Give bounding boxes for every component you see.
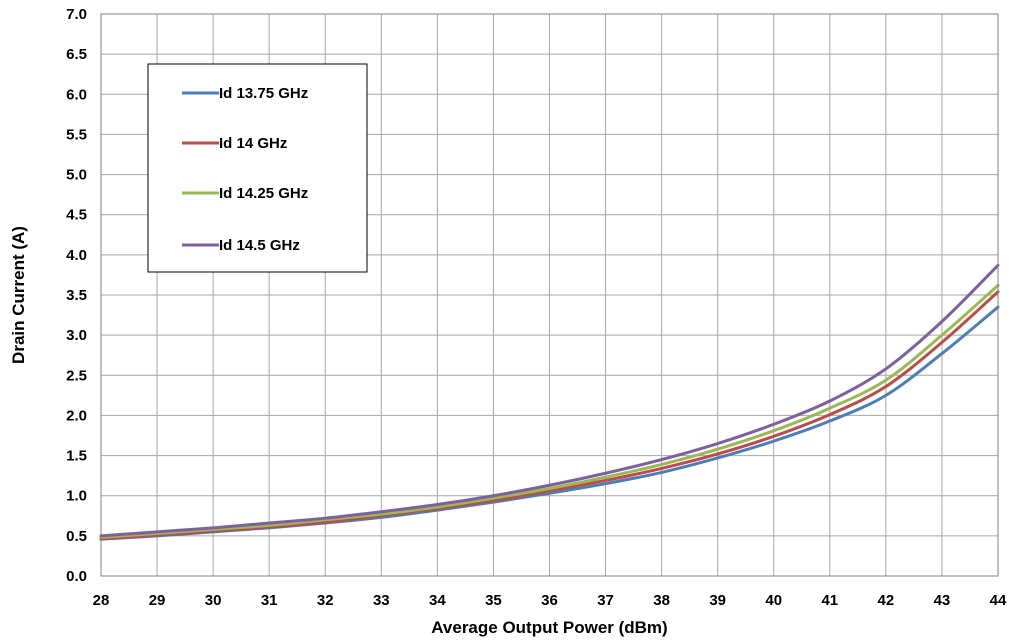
x-tick-label: 44 xyxy=(990,592,1007,609)
x-axis-title: Average Output Power (dBm) xyxy=(431,618,667,637)
plot-area-frame xyxy=(100,13,999,577)
x-tick-label: 35 xyxy=(485,592,502,609)
y-tick-label: 5.5 xyxy=(66,126,87,143)
legend-item: Id 14 GHz xyxy=(182,135,287,152)
legend-label: Id 14.25 GHz xyxy=(219,185,308,202)
x-tick-label: 43 xyxy=(934,592,951,609)
y-tick-label: 4.0 xyxy=(66,247,87,264)
x-tick-label: 40 xyxy=(765,592,782,609)
legend-item: Id 14.25 GHz xyxy=(182,185,308,202)
y-tick-label: 0.5 xyxy=(66,528,87,545)
y-axis-title: Drain Current (A) xyxy=(9,226,28,364)
x-tick-label: 34 xyxy=(429,592,446,609)
x-tick-label: 32 xyxy=(317,592,334,609)
y-tick-label: 1.0 xyxy=(66,488,87,505)
legend: Id 13.75 GHz Id 14 GHz Id 14.25 GHz Id 14.5… xyxy=(147,63,368,273)
y-tick-label: 3.0 xyxy=(66,327,87,344)
series-line-2 xyxy=(99,290,1000,541)
x-axis-ticks: 28 29 30 31 32 33 34 35 36 37 38 39 40 41 42 43 44 xyxy=(93,592,1007,609)
y-tick-label: 5.0 xyxy=(66,167,87,184)
legend-label: Id 14 GHz xyxy=(219,135,287,152)
x-tick-label: 28 xyxy=(93,592,110,609)
x-tick-label: 38 xyxy=(653,592,670,609)
legend-label: Id 13.75 GHz xyxy=(219,85,308,102)
x-tick-label: 41 xyxy=(821,592,838,609)
y-tick-label: 1.5 xyxy=(66,448,87,465)
x-tick-label: 37 xyxy=(597,592,614,609)
x-tick-label: 33 xyxy=(373,592,390,609)
x-tick-label: 30 xyxy=(205,592,222,609)
legend-item: Id 13.75 GHz xyxy=(182,85,308,102)
series-line-4 xyxy=(99,263,1000,538)
y-axis-ticks: 0.0 0.5 1.0 1.5 2.0 2.5 3.0 3.5 4.0 4.5 5.0 5.5 6.0 6… xyxy=(66,6,87,585)
x-tick-label: 29 xyxy=(149,592,166,609)
y-tick-label: 4.5 xyxy=(66,207,87,224)
x-tick-label: 36 xyxy=(541,592,558,609)
y-tick-label: 2.0 xyxy=(66,407,87,424)
legend-items: Id 13.75 GHz Id 14 GHz Id 14.25 GHz Id 14.5… xyxy=(182,85,308,254)
y-tick-label: 6.0 xyxy=(66,86,87,103)
x-tick-label: 39 xyxy=(709,592,726,609)
legend-item: Id 14.5 GHz xyxy=(182,237,300,254)
y-tick-label: 7.0 xyxy=(66,6,87,23)
x-tick-label: 31 xyxy=(261,592,278,609)
y-tick-label: 6.5 xyxy=(66,46,87,63)
y-tick-label: 2.5 xyxy=(66,367,87,384)
series-line-3 xyxy=(99,283,1000,539)
y-tick-label: 3.5 xyxy=(66,287,87,304)
series-lines xyxy=(99,263,1000,541)
x-tick-label: 42 xyxy=(878,592,895,609)
y-tick-label: 0.0 xyxy=(66,568,87,585)
legend-box xyxy=(147,63,368,273)
legend-label: Id 14.5 GHz xyxy=(219,237,300,254)
